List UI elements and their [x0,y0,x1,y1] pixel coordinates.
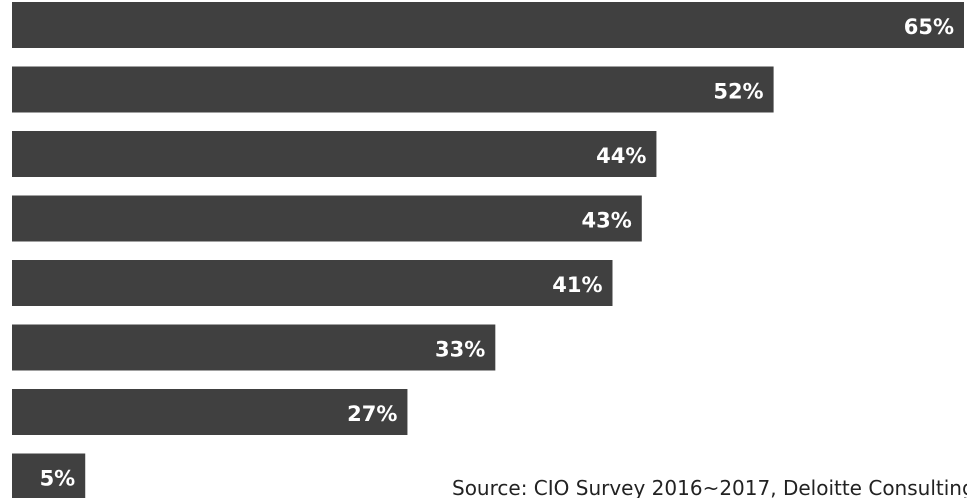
bar-3 [12,131,657,177]
bar-value-label-3: 44% [596,144,646,168]
bar-6 [12,324,496,371]
bar-7 [12,389,408,435]
bar-value-label-1: 65% [904,15,954,39]
bar-value-label-2: 52% [713,80,763,104]
bar-5 [12,260,613,306]
bar-value-label-4: 43% [582,209,632,233]
bar-value-label-5: 41% [552,273,602,297]
bar-4 [12,195,642,242]
bar-1 [12,2,964,48]
source-note: Source: CIO Survey 2016~2017, Deloitte C… [452,476,967,498]
bar-value-label-6: 33% [435,338,485,362]
bar-value-label-8: 5% [40,467,76,491]
bars-group: 65% 52% 44% 43% 41% 33% 27% 5% [12,2,964,498]
bar-8 [12,453,86,498]
bar-value-label-7: 27% [347,402,397,426]
bar-2 [12,66,774,113]
